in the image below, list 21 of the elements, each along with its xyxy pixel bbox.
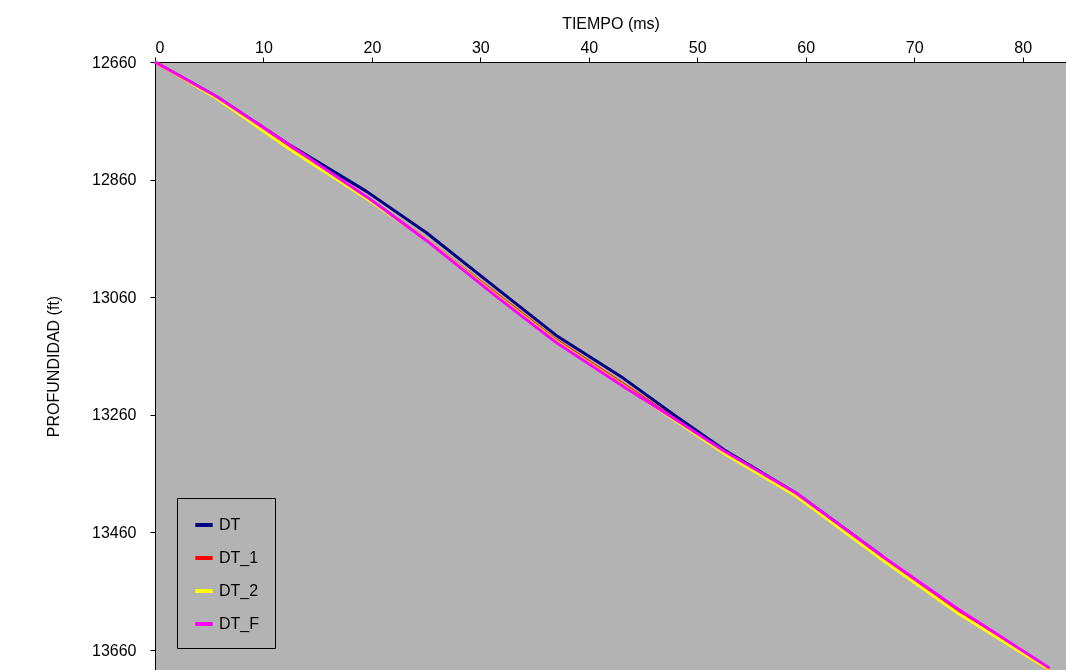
y-tick-label: 13060 xyxy=(92,288,137,306)
y-tick-label: 12660 xyxy=(92,53,137,71)
y-tick-label: 13660 xyxy=(92,641,137,659)
x-tick-label: 40 xyxy=(580,38,599,56)
x-tick-label: 80 xyxy=(1014,38,1033,56)
y-axis-title: PROFUNDIDAD (ft) xyxy=(45,295,63,438)
x-tick-label: 30 xyxy=(471,38,490,56)
x-tick-label: 20 xyxy=(363,38,382,56)
legend-label: DT_F xyxy=(219,615,260,633)
x-axis-title: TIEMPO (ms) xyxy=(562,14,660,32)
x-tick-label: 50 xyxy=(688,38,707,56)
legend-label: DT_1 xyxy=(219,549,259,567)
y-tick-label: 13260 xyxy=(92,406,137,424)
x-tick-label: 0 xyxy=(155,38,165,56)
x-tick-label: 10 xyxy=(255,38,273,56)
y-tick-label: 12860 xyxy=(92,171,137,189)
legend-label: DT xyxy=(219,516,241,533)
x-tick-label: 60 xyxy=(797,38,816,56)
x-tick-label: 70 xyxy=(905,38,924,56)
legend-label: DT_2 xyxy=(219,582,259,600)
y-tick-label: 13460 xyxy=(92,523,137,541)
